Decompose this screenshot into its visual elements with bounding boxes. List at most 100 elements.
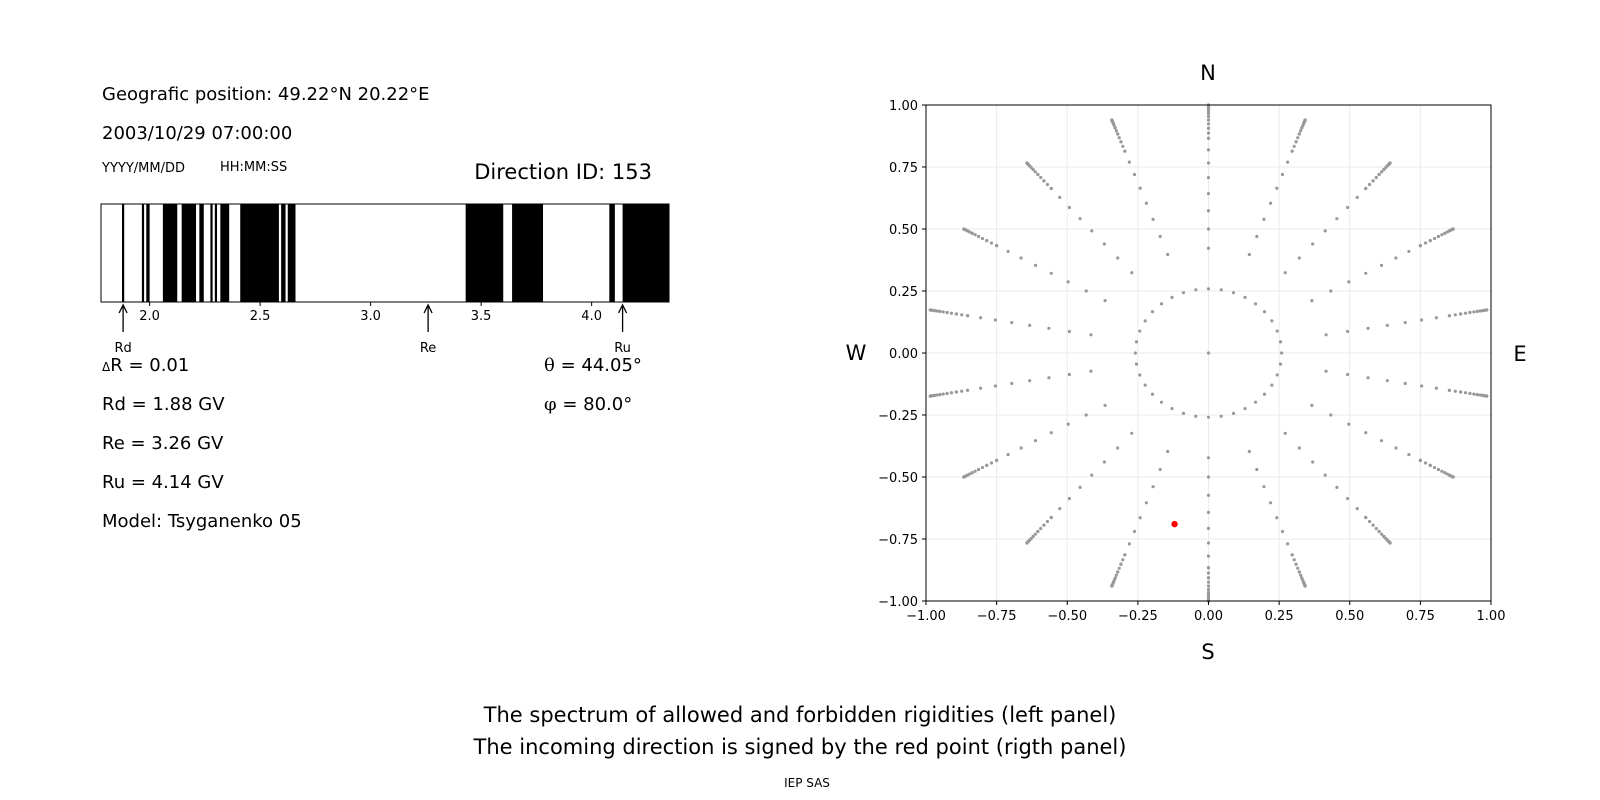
direction-grid-point [1219, 414, 1223, 418]
direction-grid-point [1374, 526, 1378, 531]
direction-grid-point [1364, 186, 1368, 191]
forbidden-band [240, 204, 279, 302]
direction-grid-point [1364, 431, 1368, 435]
direction-grid-point [1262, 310, 1267, 314]
direction-grid-point [1385, 379, 1389, 383]
direction-grid-point [1078, 217, 1082, 221]
direction-grid-point [1166, 252, 1170, 257]
direction-grid-point [1377, 172, 1381, 177]
direction-grid-point [1447, 314, 1452, 318]
direction-grid-point [1407, 249, 1411, 254]
direction-grid-point [1475, 392, 1479, 397]
direction-grid-point [1423, 461, 1428, 465]
forbidden-band [121, 204, 125, 302]
direction-grid-point [960, 389, 964, 393]
direction-grid-point [1432, 465, 1437, 470]
direction-grid-point [1324, 333, 1328, 337]
direction-grid-point [938, 309, 942, 314]
direction-grid-point [1371, 523, 1375, 527]
direction-grid-point [1033, 532, 1037, 536]
forbidden-band [609, 204, 615, 302]
direction-grid-point [1206, 126, 1211, 130]
direction-grid-point [980, 465, 985, 470]
direction-grid-point [1110, 118, 1114, 122]
forbidden-band [214, 204, 218, 302]
south-label: S [1201, 640, 1214, 664]
direction-grid-point [1028, 379, 1032, 383]
direction-grid-point [1335, 485, 1339, 489]
direction-grid-point [1270, 383, 1274, 387]
direction-grid-point [1323, 229, 1327, 233]
direction-grid-point [1468, 310, 1472, 315]
direction-grid-point [1033, 170, 1037, 174]
direction-grid-point [1472, 392, 1476, 396]
direction-grid-point [1114, 129, 1118, 133]
direction-grid-point [1150, 392, 1155, 396]
direction-grid-point [1151, 485, 1155, 489]
direction-grid-point [1206, 584, 1211, 588]
direction-grid-point [1123, 149, 1127, 153]
direction-grid-point [1036, 529, 1040, 534]
datetime: 2003/10/29 07:00:00 [102, 123, 293, 144]
direction-grid-point [1039, 175, 1043, 180]
direction-grid-point [1039, 526, 1043, 531]
phi-readout: φ = 80.0° [544, 394, 632, 415]
direction-grid-point [1159, 302, 1164, 306]
direction-grid-point [1447, 388, 1452, 392]
direction-grid-point [970, 231, 974, 235]
direction-grid-point [1434, 316, 1438, 320]
direction-grid-point [1355, 507, 1359, 511]
direction-grid-point [1025, 161, 1029, 165]
direction-grid-point [1364, 515, 1368, 520]
direction-grid-point [1110, 584, 1114, 588]
direction-grid-point [1278, 362, 1283, 366]
direction-grid-point [1453, 389, 1457, 393]
delta-r: ΔR = 0.01 [102, 355, 189, 376]
direction-grid-point [1243, 295, 1247, 300]
direction-grid-point [1475, 309, 1479, 314]
direction-grid-point [980, 236, 985, 241]
direction-grid-point [1181, 291, 1186, 295]
direction-grid-point [1006, 249, 1010, 254]
direction-grid-point [1303, 584, 1307, 588]
direction-grid-point [1296, 566, 1300, 570]
direction-grid-point [1468, 391, 1472, 396]
direction-grid-point [1114, 573, 1118, 577]
forbidden-band [465, 204, 504, 302]
direction-grid-point [1206, 510, 1211, 515]
direction-grid-point [1045, 182, 1050, 187]
direction-grid-point [1297, 256, 1301, 260]
direction-grid-point [1130, 431, 1134, 435]
direction-grid-point [1463, 311, 1468, 315]
direction-grid-point [1367, 519, 1372, 524]
direction-grid-point [1067, 496, 1071, 501]
direction-grid-point [1443, 231, 1447, 235]
direction-grid-point [1329, 289, 1333, 293]
direction-grid-point [1299, 129, 1303, 133]
direction-grid-point [1459, 390, 1463, 394]
direction-grid-point [977, 234, 981, 239]
direction-grid-point [1290, 149, 1294, 153]
direction-grid-point [1206, 209, 1211, 213]
direction-grid-point [1102, 242, 1106, 246]
direction-grid-point [1420, 318, 1424, 322]
direction-grid-point [1010, 381, 1014, 386]
direction-grid-point [1159, 400, 1164, 404]
west-label: W [846, 341, 867, 365]
direction-grid-point [1388, 541, 1392, 545]
direction-grid-point [1275, 516, 1279, 520]
direction-grid-point [1206, 580, 1211, 584]
marker-arrow-head [423, 303, 433, 314]
y-tick-label: 0.25 [889, 285, 918, 300]
direction-grid-point [1143, 319, 1147, 323]
caption-line-2: The incoming direction is signed by the … [473, 735, 1127, 759]
direction-grid-point [1206, 576, 1211, 580]
ru-value: Ru = 4.14 GV [102, 472, 224, 493]
direction-grid-point [1269, 201, 1273, 205]
direction-grid-point [1270, 319, 1274, 323]
direction-grid-point [1206, 554, 1211, 558]
direction-grid-point [1019, 446, 1023, 450]
forbidden-band [622, 204, 669, 302]
direction-grid-point [1134, 362, 1139, 366]
direction-grid-point [1403, 381, 1407, 386]
